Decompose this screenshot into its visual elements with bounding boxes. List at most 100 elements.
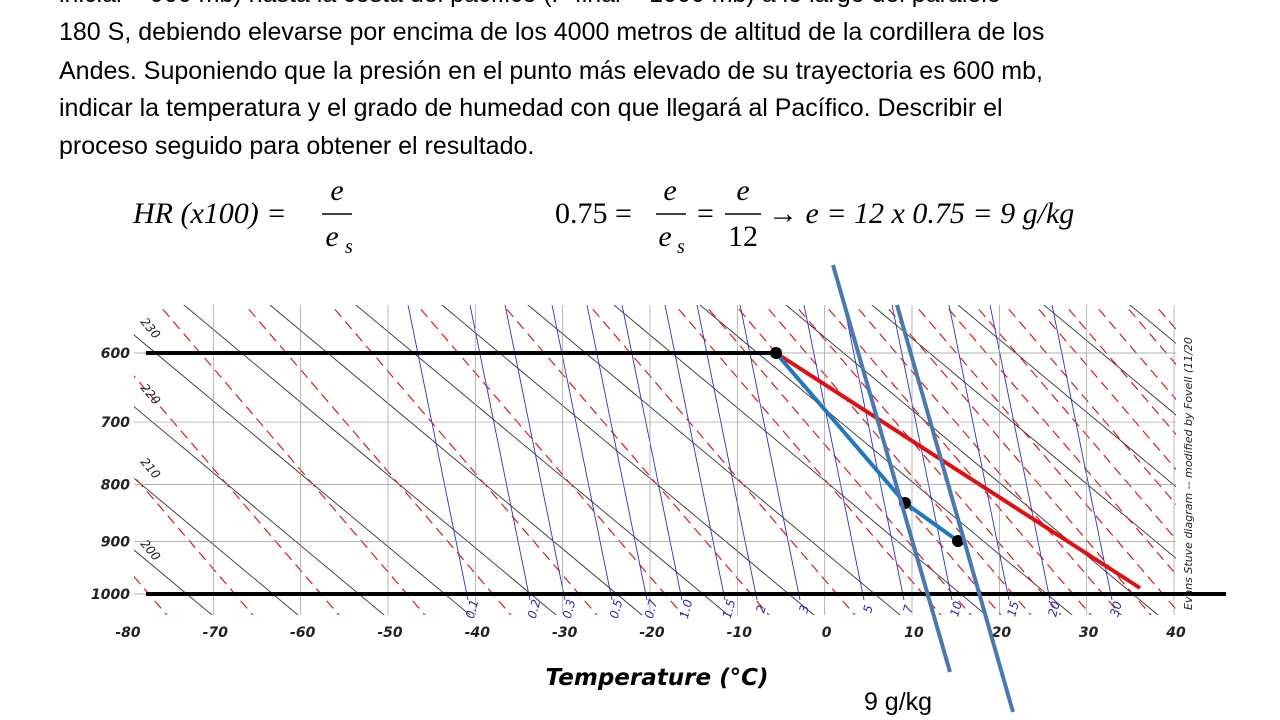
dry-adiabat <box>183 305 557 615</box>
x-tick-label: -70 <box>203 625 229 641</box>
stuve-diagram: 0.1 0.2 0.3 0.5 0.7 1.0 1.5 2 3 5 7 10 15 20 30 -80 -70 -… <box>0 264 1280 716</box>
formula-left: HR (x100) = e e s <box>132 174 353 258</box>
moist-adiabat <box>1228 285 1280 635</box>
credit: Evans Stuve diagram -- modified by Fovel… <box>1182 337 1195 610</box>
formula-text: → e = 12 x 0.75 = 9 g/kg <box>768 197 1074 230</box>
formula-text: 0.75 = <box>555 197 632 230</box>
dry-adiabat <box>871 305 1176 559</box>
mixing-ratio-line <box>664 305 726 601</box>
dry-adiabat <box>699 305 1073 615</box>
moist-adiabat <box>674 305 942 615</box>
point <box>952 535 964 547</box>
theta-label: 230 <box>138 315 164 342</box>
y-tick-label: 600 <box>101 346 130 362</box>
moist-adiabat <box>944 305 1176 576</box>
mixing-ratio-line <box>1051 305 1113 601</box>
mixing-ratio-label: 20 <box>1045 599 1063 618</box>
moist-adiabat <box>134 475 254 615</box>
moist-adiabat <box>1034 305 1176 471</box>
dry-adiabat <box>1192 285 1280 635</box>
moist-adiabat <box>588 305 856 615</box>
x-tick-label: 0 <box>822 625 832 641</box>
formula-text: e <box>736 174 749 207</box>
y-tick-label: 1000 <box>91 587 130 603</box>
mixing-ratio-label: 0.3 <box>560 598 578 620</box>
mixing-ratio-line <box>504 305 566 601</box>
moist-adiabat <box>794 305 1062 615</box>
moist-adiabat <box>764 305 1032 615</box>
text-line: inicial = 900 mb) hasta la costa del pac… <box>59 0 1001 8</box>
dry-adiabat <box>0 285 150 635</box>
dry-adiabat <box>355 305 729 615</box>
y-tick-label: 900 <box>101 534 130 550</box>
dry-adiabat <box>1043 305 1176 416</box>
mixing-ratio-label: 0.5 <box>607 598 625 620</box>
mixing-ratio-line <box>989 305 1051 601</box>
mixing-ratio-label: 30 <box>1107 599 1125 618</box>
diagram-lines <box>0 285 1280 635</box>
moist-adiabat <box>244 305 512 615</box>
theta-label: 200 <box>138 537 164 564</box>
text-line: indicar la temperatura y el grado de hum… <box>59 94 1003 122</box>
point <box>770 347 782 359</box>
mixing-ratio-line <box>948 305 1010 601</box>
annotation: 9 g/kg <box>864 688 932 716</box>
mixing-ratio-line <box>739 305 801 601</box>
y-tick-label: 800 <box>101 477 130 493</box>
dry-adiabat <box>269 305 643 615</box>
x-tick-label: -30 <box>552 625 578 641</box>
x-axis-label: Temperature (°C) <box>546 665 769 691</box>
moist-adiabat <box>158 305 426 615</box>
x-tick-label: 10 <box>904 625 924 641</box>
moist-adiabat <box>1198 285 1280 635</box>
dry-adiabat <box>134 406 385 615</box>
x-tick-label: 30 <box>1079 625 1099 641</box>
guide-line <box>831 264 952 673</box>
dry-adiabat <box>785 305 1159 615</box>
moist-adiabat <box>914 305 1176 611</box>
formula-text: HR (x100) = <box>132 197 287 230</box>
formula-right: 0.75 = e e s = e 12 → e = 12 x 0.75 = 9 … <box>555 174 1074 258</box>
mixing-ratio-label: 7 <box>900 603 916 614</box>
formula-text: s <box>345 236 353 258</box>
dry-adiabat <box>527 305 901 615</box>
mixing-ratio-label: 0.1 <box>463 598 481 620</box>
formula-text: e <box>325 220 338 253</box>
mixing-ratio-line <box>843 305 905 601</box>
dry-adiabat <box>613 305 987 615</box>
mixing-ratio-line <box>469 305 531 601</box>
paragraph: inicial = 900 mb) hasta la costa del pac… <box>59 0 1044 160</box>
mixing-ratio-label: 2 <box>753 603 769 614</box>
x-tick-label: 20 <box>992 625 1012 641</box>
mixing-ratio-line <box>696 305 758 601</box>
text-line: Andes. Suponiendo que la presión en el p… <box>59 57 1043 85</box>
text-line: proceso seguido para obtener el resultad… <box>59 132 534 160</box>
x-tick-label: 40 <box>1165 625 1186 641</box>
formula-text: e <box>663 174 676 207</box>
mixing-ratio-label: 5 <box>860 603 876 614</box>
guide-line <box>895 304 1015 713</box>
mixing-ratio-line <box>803 305 865 601</box>
formula-text: e <box>658 220 671 253</box>
moist-adiabat <box>1154 305 1176 331</box>
mixing-ratio-line <box>621 305 683 601</box>
formula-text: 12 <box>728 220 758 253</box>
moist-adiabat <box>884 305 1152 615</box>
moist-adiabat <box>824 305 1092 615</box>
moist-adiabat <box>1004 305 1176 506</box>
x-tick-label: -60 <box>290 625 316 641</box>
mixing-ratio-line <box>407 305 469 601</box>
x-tick-label: -10 <box>727 625 753 641</box>
moist-adiabat <box>1258 285 1280 635</box>
x-tick-label: -50 <box>377 625 403 641</box>
x-tick-label: -40 <box>465 625 491 641</box>
dry-adiabat <box>134 549 213 615</box>
mixing-ratio-line <box>551 305 613 601</box>
dry-adiabat <box>441 305 815 615</box>
formula-text: e <box>330 174 343 207</box>
moist-adiabat <box>0 285 98 635</box>
moist-adiabat <box>974 305 1176 541</box>
mixing-ratio-label: 15 <box>1004 600 1021 618</box>
moist-adiabat <box>854 305 1122 615</box>
